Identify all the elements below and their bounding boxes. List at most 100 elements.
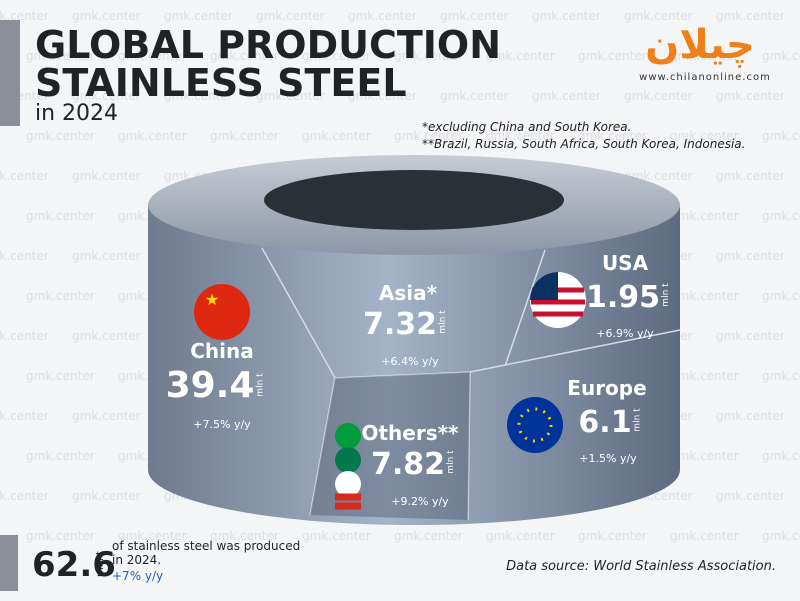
watermark: gmk.center — [26, 129, 95, 143]
total-unit: mln t — [95, 551, 106, 577]
watermark: gmk.center — [440, 89, 509, 103]
watermark: gmk.center — [440, 9, 509, 23]
watermark: gmk.center — [72, 89, 141, 103]
watermark: gmk.center — [670, 449, 739, 463]
region-name: Europe — [567, 376, 646, 400]
watermark: gmk.center — [716, 89, 785, 103]
note: *excluding China and South Korea. — [422, 120, 631, 134]
accent-bar — [0, 535, 18, 591]
total-text: in 2024. — [112, 553, 161, 567]
region-unit: mln t — [633, 408, 643, 432]
watermark: gmk.center — [670, 129, 739, 143]
watermark: gmk.center — [578, 529, 647, 543]
watermark: gmk.center — [302, 529, 371, 543]
flag-sa — [335, 447, 361, 473]
watermark: gmk.center — [670, 529, 739, 543]
watermark: gmk.center — [762, 129, 800, 143]
logo-url: www.chilanonline.com — [639, 72, 771, 83]
title-line: STAINLESS STEEL — [35, 61, 407, 105]
flag-china — [194, 284, 250, 340]
watermark: gmk.center — [118, 129, 187, 143]
watermark: gmk.center — [578, 129, 647, 143]
watermark: gmk.center — [210, 49, 279, 63]
watermark: gmk.center — [26, 529, 95, 543]
watermark: gmk.center — [486, 49, 555, 63]
flag-star: ★ — [205, 290, 219, 309]
region-growth: +6.9% y/y — [596, 327, 654, 340]
watermark: gmk.center — [394, 129, 463, 143]
watermark: gmk.center — [670, 289, 739, 303]
watermark: gmk.center — [210, 529, 279, 543]
watermark: gmk.center — [532, 9, 601, 23]
region-growth: +1.5% y/y — [579, 452, 637, 465]
region-unit: mln t — [446, 450, 456, 474]
watermark: gmk.center — [26, 49, 95, 63]
title-line: GLOBAL PRODUCTION — [35, 23, 501, 67]
watermark: gmk.center — [762, 529, 800, 543]
watermark: gmk.center — [716, 489, 785, 503]
watermark: gmk.center — [670, 49, 739, 63]
subtitle: in 2024 — [35, 101, 118, 126]
watermark: gmk.center — [762, 369, 800, 383]
flag-russia — [335, 493, 361, 510]
watermark: gmk.center — [72, 409, 141, 423]
coil-hole — [264, 170, 564, 230]
watermark: gmk.center — [72, 489, 141, 503]
watermark: gmk.center — [716, 169, 785, 183]
watermark: gmk.center — [348, 9, 417, 23]
region-value: 6.1 — [578, 405, 631, 440]
watermark: gmk.center — [394, 49, 463, 63]
region-value: 1.95 — [586, 280, 660, 315]
watermark: gmk.center — [164, 89, 233, 103]
region-unit: mln t — [438, 310, 448, 334]
region-name: USA — [602, 251, 649, 275]
watermarks: gmk.center gmk.center gmk.center gmk.center… — [0, 9, 800, 543]
flag-korea — [335, 471, 361, 497]
watermark: gmk.center — [0, 249, 49, 263]
total-text: of stainless steel was produced — [112, 539, 300, 553]
watermark: gmk.center — [256, 9, 325, 23]
note: **Brazil, Russia, South Africa, South Ko… — [422, 137, 745, 151]
flag-canton — [530, 272, 558, 300]
watermark: gmk.center — [670, 369, 739, 383]
watermark: gmk.center — [762, 449, 800, 463]
watermark: gmk.center — [0, 329, 49, 343]
region-growth: +6.4% y/y — [381, 355, 439, 368]
watermark: gmk.center — [0, 409, 49, 423]
watermark: gmk.center — [72, 249, 141, 263]
region-unit: mln t — [661, 283, 671, 307]
watermark: gmk.center — [118, 529, 187, 543]
flag-stars — [517, 407, 553, 443]
watermark: gmk.center — [118, 49, 187, 63]
watermark: gmk.center — [72, 329, 141, 343]
region-value: 7.82 — [371, 447, 445, 482]
watermark: gmk.center — [624, 89, 693, 103]
total-growth: +7% y/y — [112, 569, 163, 583]
watermark: gmk.center — [72, 9, 141, 23]
total-value: 62.6 — [32, 545, 116, 585]
watermark: gmk.center — [210, 129, 279, 143]
region-name: Asia* — [379, 281, 438, 305]
watermark: gmk.center — [348, 89, 417, 103]
watermark: gmk.center — [716, 409, 785, 423]
watermark: gmk.center — [0, 169, 49, 183]
watermark: gmk.center — [164, 9, 233, 23]
watermark: gmk.center — [486, 129, 555, 143]
divider — [261, 247, 681, 521]
watermark: gmk.center — [670, 209, 739, 223]
region-value: 39.4 — [166, 365, 255, 406]
watermark: gmk.center — [716, 249, 785, 263]
watermark: gmk.center — [762, 209, 800, 223]
watermark: gmk.center — [302, 129, 371, 143]
watermark: gmk.center — [716, 329, 785, 343]
watermark: gmk.center — [256, 89, 325, 103]
watermark: gmk.center — [0, 489, 49, 503]
watermark: gmk.center — [0, 9, 49, 23]
region-growth: +7.5% y/y — [193, 418, 251, 431]
logo: چیلان — [645, 22, 755, 68]
watermark: gmk.center — [624, 9, 693, 23]
watermark: gmk.center — [72, 169, 141, 183]
watermark: gmk.center — [762, 49, 800, 63]
